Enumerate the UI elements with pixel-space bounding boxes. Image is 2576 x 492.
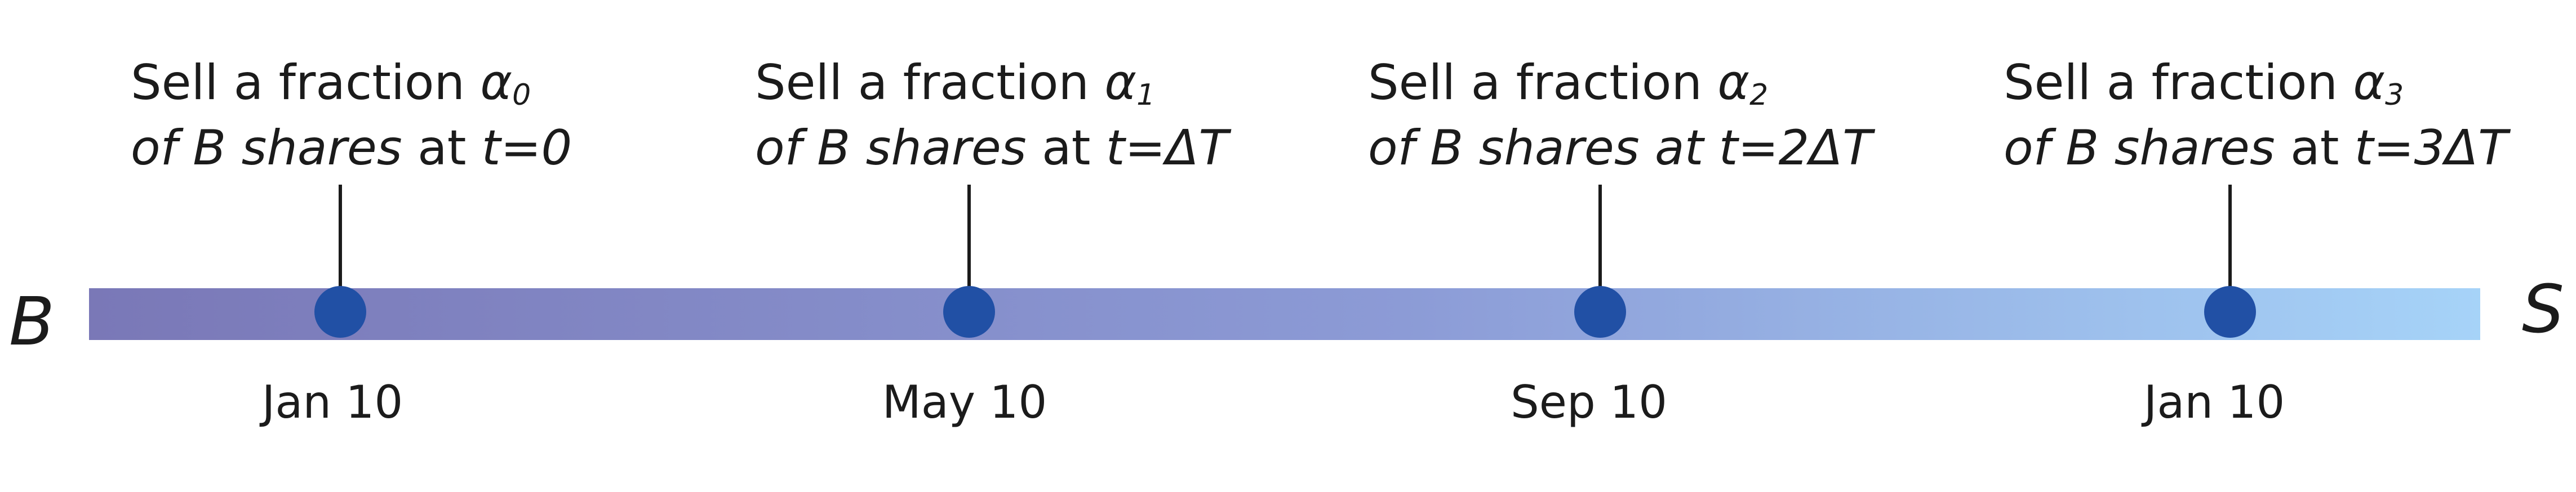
annotation-at: at [402,120,482,176]
alpha-subscript: 1 [1136,78,1155,112]
annotation-prefix: Sell a fraction [131,55,480,111]
event-date-label: Jan 10 [2141,376,2285,428]
event-date-label: Sep 10 [1511,376,1667,428]
annotation-time: t=ΔT [1106,120,1232,176]
event-annotation-line1: Sell a fraction α2 [1368,55,1768,112]
event-marker [943,286,995,338]
event-annotation-line1: Sell a fraction α3 [2004,55,2404,112]
alpha-symbol: α [1104,55,1136,111]
event-1: Sell a fraction α1 of B shares at t=ΔT May… [755,55,1232,428]
annotation-at: at [2275,120,2355,176]
end-label: S [2522,270,2564,348]
event-date-label: May 10 [882,376,1047,428]
event-0: Sell a fraction α0 of B shares at t=0 Jan … [131,55,572,428]
event-annotation-line2: of B shares at t=ΔT [755,120,1232,176]
alpha-symbol: α [2353,55,2385,111]
event-marker [2204,286,2256,338]
alpha-subscript: 2 [1749,78,1768,112]
event-annotation-line1: Sell a fraction α1 [755,55,1155,112]
alpha-symbol: α [480,55,512,111]
event-marker [1574,286,1626,338]
event-annotation-line2: of B shares at t=0 [131,120,572,176]
start-label: B [9,283,55,360]
timeline-bar [89,288,2480,340]
event-annotation-line2: of B shares at t=3ΔT [2004,120,2511,176]
annotation-time: t=0 [482,120,572,176]
annotation-prefix: Sell a fraction [2004,55,2353,111]
annotation-shares: of B shares [131,120,402,176]
alpha-subscript: 0 [512,78,531,112]
event-3: Sell a fraction α3 of B shares at t=3ΔT Ja… [2004,55,2511,428]
event-annotation-line2: of B shares at t=2ΔT [1368,120,1876,176]
alpha-symbol: α [1717,55,1749,111]
annotation-prefix: Sell a fraction [755,55,1104,111]
event-annotation-line1: Sell a fraction α0 [131,55,531,112]
annotation-shares: of B shares [755,120,1027,176]
event-2: Sell a fraction α2 of B shares at t=2ΔT Se… [1368,55,1876,428]
annotation-shares: of B shares [2004,120,2275,176]
event-date-label: Jan 10 [259,376,403,428]
event-marker [314,286,366,338]
alpha-subscript: 3 [2385,78,2404,112]
annotation-prefix: Sell a fraction [1368,55,1717,111]
annotation-at: at [1027,120,1106,176]
annotation-time: t=3ΔT [2355,120,2511,176]
annotation-shares: of B shares at t=2ΔT [1368,120,1876,176]
